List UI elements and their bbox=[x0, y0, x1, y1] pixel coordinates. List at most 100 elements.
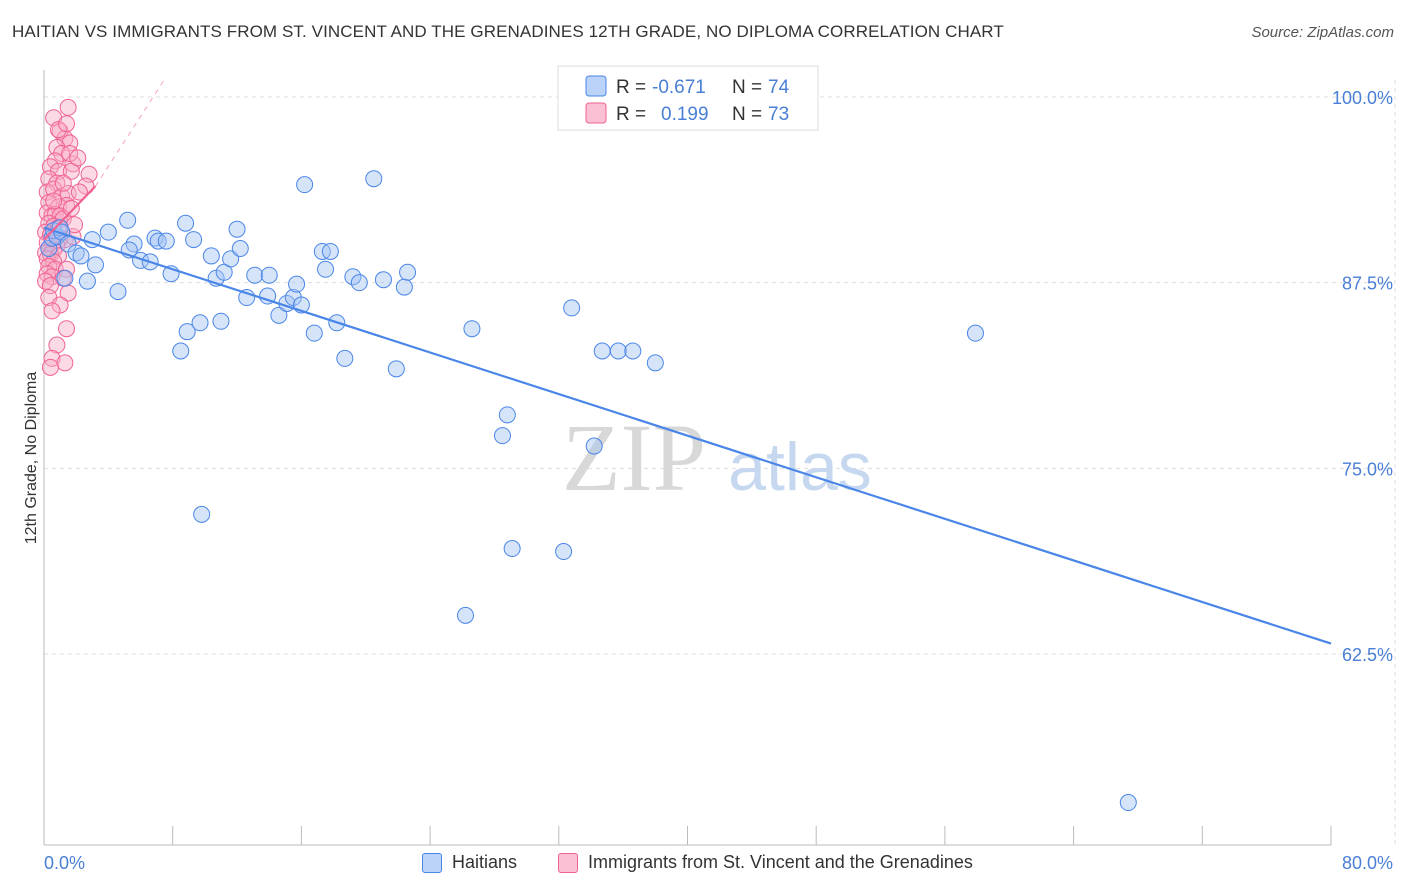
haitian-point bbox=[966, 324, 984, 342]
y-tick-labels: 100.0% 87.5% 75.0% 62.5% bbox=[1332, 88, 1393, 665]
haitian-point bbox=[191, 314, 209, 332]
svg-immigrant-trend-extension bbox=[95, 78, 166, 187]
haitian-point bbox=[1119, 794, 1137, 812]
haitian-point bbox=[350, 274, 368, 292]
haitian-point bbox=[185, 231, 203, 249]
watermark: ZIP atlas bbox=[562, 404, 872, 511]
svg-immigrant-point bbox=[58, 260, 76, 278]
y-tick-label: 62.5% bbox=[1342, 645, 1393, 665]
svg-immigrant-point bbox=[59, 98, 77, 116]
top-legend: R = -0.671 N = 74 R = 0.199 N = 73 bbox=[557, 65, 819, 131]
x-tick-labels: 0.0% 80.0% bbox=[44, 853, 1393, 873]
haitian-point bbox=[585, 437, 603, 455]
haitian-point bbox=[503, 540, 521, 558]
svg-immigrant-point bbox=[58, 196, 76, 214]
haitian-point bbox=[193, 505, 211, 523]
haitian-point bbox=[172, 342, 190, 360]
x-tick-label-max: 80.0% bbox=[1342, 853, 1393, 873]
haitian-point bbox=[498, 406, 516, 424]
svg-immigrant-point bbox=[69, 149, 87, 167]
haitian-point bbox=[40, 240, 58, 258]
haitian-point bbox=[336, 349, 354, 367]
svg-immigrant-point bbox=[58, 320, 76, 338]
legend-n-label-blue: N = bbox=[732, 77, 762, 98]
svg-immigrant-point bbox=[48, 336, 66, 354]
svg-immigrant-point bbox=[45, 192, 63, 210]
svg-immigrant-point bbox=[54, 174, 72, 192]
haitian-point bbox=[178, 323, 196, 341]
legend-item-svg-immigrants[interactable]: Immigrants from St. Vincent and the Gren… bbox=[558, 852, 973, 873]
bottom-legend: Haitians Immigrants from St. Vincent and… bbox=[0, 852, 1406, 878]
svg-immigrant-point bbox=[77, 177, 95, 195]
svg-immigrant-point bbox=[70, 183, 88, 201]
haitian-point bbox=[387, 360, 405, 378]
haitian-point bbox=[270, 306, 288, 324]
haitian-point bbox=[609, 342, 627, 360]
haitian-point bbox=[246, 266, 264, 284]
haitian-point bbox=[365, 170, 383, 188]
y-tick-label: 100.0% bbox=[1332, 88, 1393, 108]
legend-swatch-blue bbox=[585, 75, 607, 97]
legend-swatch-svg-immigrants bbox=[558, 852, 578, 873]
haitian-point bbox=[305, 324, 323, 342]
legend-swatch-pink bbox=[585, 102, 607, 124]
legend-item-haitians[interactable]: Haitians bbox=[422, 852, 517, 873]
legend-label-haitians: Haitians bbox=[452, 852, 518, 872]
haitian-point bbox=[593, 342, 611, 360]
haitian-point bbox=[296, 176, 314, 194]
haitian-point bbox=[646, 354, 664, 372]
haitian-point bbox=[259, 287, 277, 305]
watermark-zip: ZIP bbox=[562, 404, 706, 511]
haitian-point bbox=[374, 271, 392, 289]
haitian-point bbox=[463, 320, 481, 338]
y-tick-label: 87.5% bbox=[1342, 274, 1393, 294]
y-tick-label: 75.0% bbox=[1342, 459, 1393, 479]
haitian-point bbox=[260, 266, 278, 284]
haitian-point bbox=[78, 272, 96, 290]
watermark-atlas: atlas bbox=[728, 429, 872, 505]
haitian-point bbox=[202, 247, 220, 265]
haitian-point bbox=[146, 229, 164, 247]
svg-immigrant-point bbox=[58, 115, 76, 133]
legend-n-label-pink: N = bbox=[732, 104, 762, 125]
legend-n-value-pink: 73 bbox=[768, 104, 789, 125]
legend-r-value-pink: 0.199 bbox=[661, 104, 709, 125]
haitian-point bbox=[86, 256, 104, 274]
legend-r-label-pink: R = bbox=[616, 104, 646, 125]
svg-immigrant-point bbox=[56, 354, 74, 372]
svg-immigrant-point bbox=[41, 358, 59, 376]
haitian-point bbox=[177, 214, 195, 232]
x-tick-label-min: 0.0% bbox=[44, 853, 85, 873]
haitian-point bbox=[231, 240, 249, 258]
haitian-point bbox=[399, 263, 417, 281]
trend-lines bbox=[43, 78, 1332, 645]
haitian-point bbox=[157, 232, 175, 250]
svg-immigrant-point bbox=[66, 216, 84, 234]
y-axis-label: 12th Grade, No Diploma bbox=[23, 371, 40, 545]
haitian-point bbox=[493, 427, 511, 445]
svg-immigrant-trend-line bbox=[43, 185, 97, 241]
haitian-point bbox=[395, 278, 413, 296]
haitian-point bbox=[109, 283, 127, 301]
haitian-point bbox=[119, 211, 137, 229]
haitian-point bbox=[456, 606, 474, 624]
svg-immigrant-point bbox=[43, 302, 61, 320]
haitian-trend-line bbox=[43, 226, 1332, 645]
legend-swatch-haitians bbox=[422, 852, 442, 873]
chart-title: HAITIAN VS IMMIGRANTS FROM ST. VINCENT A… bbox=[12, 22, 1004, 41]
legend-label-svg-immigrants: Immigrants from St. Vincent and the Gren… bbox=[588, 852, 973, 872]
haitian-point bbox=[563, 299, 581, 317]
haitian-point bbox=[212, 312, 230, 330]
haitian-point bbox=[555, 543, 573, 561]
haitian-point bbox=[99, 223, 117, 241]
haitian-point bbox=[72, 247, 90, 265]
haitian-point bbox=[228, 220, 246, 238]
legend-r-label-blue: R = bbox=[616, 77, 646, 98]
haitian-point bbox=[288, 275, 306, 293]
haitian-point bbox=[344, 268, 362, 286]
legend-r-value-blue: -0.671 bbox=[652, 77, 706, 98]
haitian-point bbox=[67, 244, 85, 262]
source-label: Source: ZipAtlas.com bbox=[1251, 24, 1394, 41]
haitian-point bbox=[624, 342, 642, 360]
